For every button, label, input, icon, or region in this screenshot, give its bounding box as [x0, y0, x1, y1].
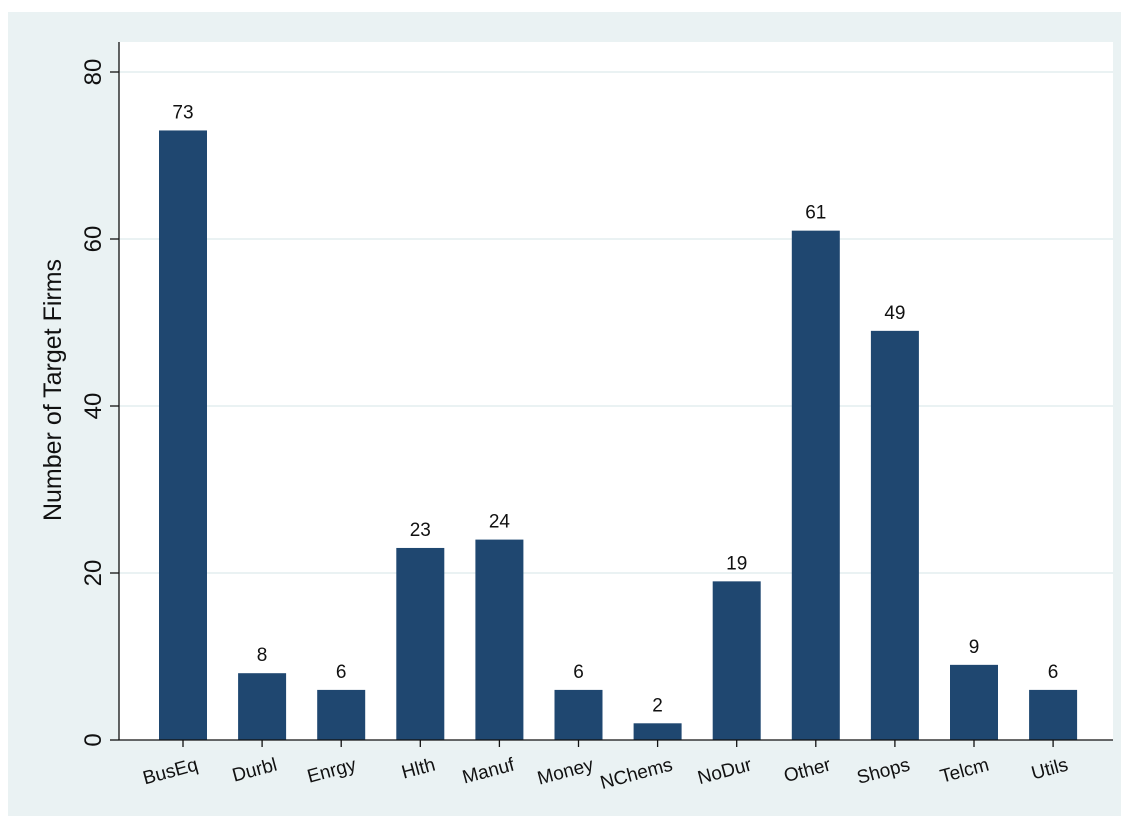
chart-frame: 0 20 40 60 80 BusEq Durbl Enrgy Hlth Manuf Money N…	[8, 12, 1121, 816]
data-label: 9	[969, 637, 980, 658]
x-tick-label: Hlth	[400, 755, 438, 784]
data-label: 49	[884, 303, 905, 324]
data-label: 73	[172, 102, 193, 123]
bar	[633, 723, 682, 740]
y-tick-label: 0	[80, 733, 107, 746]
bar	[950, 664, 998, 740]
bar	[159, 130, 207, 740]
x-tick-label: Utils	[1029, 755, 1070, 785]
plot-area	[119, 42, 1113, 740]
y-tick-label: 20	[80, 560, 107, 587]
x-tick-label: Money	[535, 754, 596, 789]
y-axis-title: Number of Target Firms	[39, 259, 67, 521]
data-label: 24	[489, 512, 511, 533]
bar	[317, 689, 366, 740]
bar	[791, 230, 840, 740]
bar	[870, 330, 919, 740]
x-tick-label: Telcm	[938, 755, 991, 788]
data-label: 6	[336, 662, 347, 683]
x-tick-label: Manuf	[460, 754, 517, 788]
bar	[238, 673, 287, 740]
data-labels: 73 8 6 23 24 6 2 19 61 49 9 6	[172, 102, 1058, 716]
bar	[396, 547, 445, 740]
data-label: 23	[410, 520, 431, 541]
x-tick-label: Other	[782, 754, 834, 787]
bar	[1029, 689, 1078, 740]
axes	[118, 42, 1113, 741]
x-tick-labels: BusEq Durbl Enrgy Hlth Manuf Money NChems NoDur…	[141, 740, 1070, 794]
data-label: 2	[652, 695, 663, 716]
bars	[159, 130, 1078, 740]
bar	[554, 689, 603, 740]
data-label: 19	[726, 553, 747, 574]
x-tick-label: NChems	[598, 755, 675, 794]
data-label: 61	[805, 203, 826, 224]
data-label: 8	[257, 645, 268, 666]
y-tick-label: 80	[80, 59, 107, 86]
data-label: 6	[1048, 662, 1059, 683]
x-tick-label: NoDur	[696, 754, 755, 789]
y-tick-label: 60	[80, 226, 107, 253]
x-tick-label: BusEq	[141, 755, 201, 790]
y-tick-label: 40	[80, 393, 107, 420]
bar	[475, 539, 524, 740]
y-ticks: 0 20 40 60 80	[80, 59, 119, 747]
gridlines	[119, 71, 1113, 574]
bar	[712, 581, 761, 740]
data-label: 6	[573, 662, 584, 683]
x-tick-label: Shops	[855, 755, 912, 789]
x-tick-label: Durbl	[230, 755, 279, 787]
x-tick-label: Enrgy	[305, 754, 359, 787]
